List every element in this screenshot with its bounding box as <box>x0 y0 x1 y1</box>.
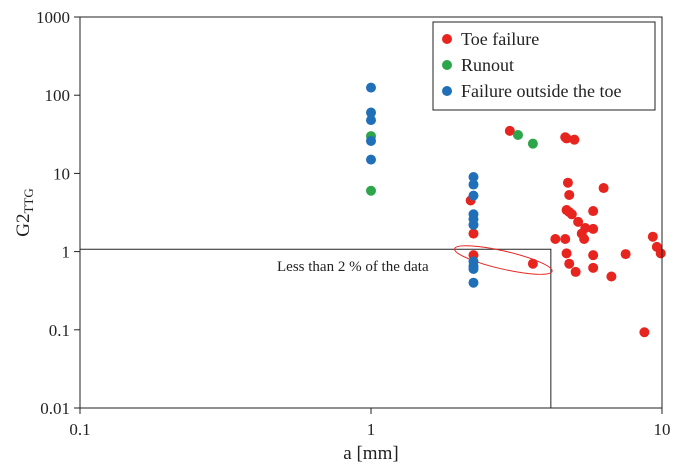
data-point <box>512 129 523 140</box>
annotation-layer: Less than 2 % of the data <box>80 245 553 408</box>
y-tick-label: 10 <box>53 164 70 183</box>
data-point <box>566 209 577 220</box>
legend-box <box>432 21 656 111</box>
x-tick-label: 0.1 <box>69 420 90 439</box>
data-point <box>620 249 631 260</box>
tick-layer: 0.1 1 10 0.01 0.1 1 10 100 1000 <box>36 8 671 439</box>
threshold-guide-line <box>80 248 552 408</box>
x-axis-title: a [mm] <box>343 443 398 464</box>
data-point <box>366 154 376 165</box>
data-point <box>573 216 584 227</box>
legend-label: Runout <box>461 55 514 75</box>
data-point <box>579 233 590 244</box>
data-point <box>598 183 609 194</box>
data-point <box>527 258 538 269</box>
data-point <box>468 190 479 201</box>
x-tick-label: 1 <box>367 420 376 439</box>
data-point <box>588 250 599 261</box>
plot-area-frame <box>79 16 663 409</box>
data-point <box>504 125 515 136</box>
annotation-ellipse <box>454 245 553 275</box>
data-point <box>366 185 376 196</box>
data-point <box>647 231 658 242</box>
annotation-label: Less than 2 % of the data <box>277 259 429 275</box>
y-tick-label: 0.1 <box>49 321 70 340</box>
data-point <box>366 82 376 93</box>
data-point <box>564 189 575 200</box>
series-group <box>465 125 666 338</box>
legend: Toe failure Runout Failure outside the toe <box>432 21 656 111</box>
y-tick-label: 1000 <box>36 8 70 27</box>
y-tick-label: 1 <box>62 243 71 262</box>
y-axis-title-subscript: TTG <box>21 188 36 213</box>
data-point <box>561 248 572 259</box>
y-tick-label: 100 <box>45 86 71 105</box>
data-point <box>564 258 575 269</box>
data-point <box>639 327 650 338</box>
data-point <box>527 138 538 149</box>
data-point <box>570 266 581 277</box>
data-point <box>569 134 580 145</box>
data-point <box>468 228 479 239</box>
data-point <box>588 223 599 234</box>
data-point <box>606 271 617 282</box>
data-point <box>561 133 572 144</box>
data-point <box>366 107 376 118</box>
legend-label: Toe failure <box>461 29 539 49</box>
y-axis-title-text: G2TTG <box>13 188 36 237</box>
legend-marker <box>442 86 452 96</box>
data-point <box>366 115 376 126</box>
data-point <box>588 206 599 217</box>
data-point <box>588 262 599 273</box>
data-point <box>366 135 376 146</box>
data-point <box>468 219 479 230</box>
y-axis-title: G2TTG <box>13 188 36 237</box>
series-group <box>366 82 479 288</box>
data-point <box>468 277 479 288</box>
legend-marker <box>442 60 452 70</box>
data-point <box>580 223 591 234</box>
y-tick-label: 0.01 <box>40 399 70 418</box>
data-point <box>468 179 479 190</box>
x-tick-label: 10 <box>654 420 671 439</box>
data-point <box>562 177 573 188</box>
data-point <box>468 263 479 274</box>
data-point <box>655 248 666 259</box>
data-point <box>468 171 479 182</box>
y-axis-title-main: G2 <box>13 214 34 237</box>
data-point <box>550 233 561 244</box>
data-point <box>560 233 571 244</box>
legend-marker <box>442 34 452 44</box>
legend-label: Failure outside the toe <box>461 81 621 101</box>
data-points-layer <box>366 82 666 338</box>
